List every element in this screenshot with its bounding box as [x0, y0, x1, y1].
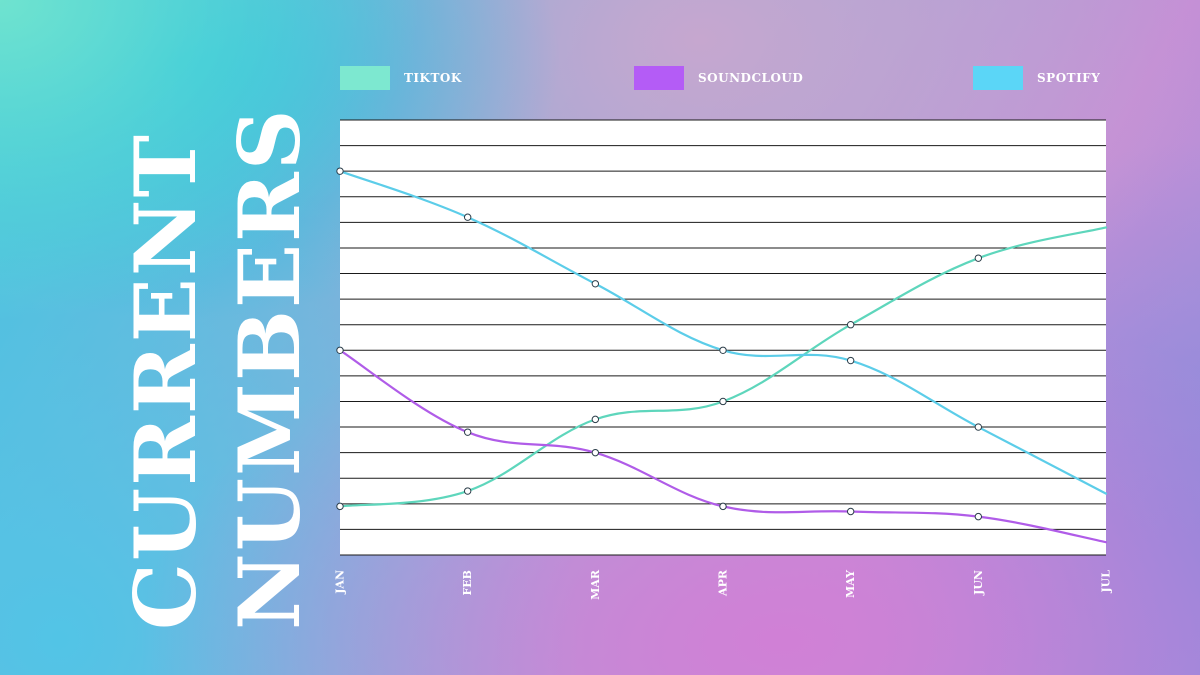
legend-label-spotify: SPOTIFY	[1037, 71, 1101, 85]
data-point-soundcloud	[974, 512, 983, 521]
data-point-spotify	[846, 356, 855, 365]
legend-label-soundcloud: SOUNDCLOUD	[698, 71, 804, 85]
legend-item-soundcloud: SOUNDCLOUD	[634, 66, 803, 90]
data-point-spotify	[974, 423, 983, 431]
data-point-tiktok	[463, 487, 472, 495]
legend-item-spotify: SPOTIFY	[973, 66, 1100, 90]
legend-swatch-spotify	[973, 66, 1023, 90]
data-point-soundcloud	[846, 507, 855, 516]
x-tick-label: MAY	[844, 570, 857, 598]
x-tick-label: APR	[717, 569, 730, 597]
legend-item-tiktok: TIKTOK	[340, 66, 462, 90]
data-point-soundcloud	[336, 346, 344, 354]
x-tick-label: JAN	[334, 570, 347, 595]
data-point-soundcloud	[719, 502, 727, 511]
plot-area	[340, 120, 1106, 555]
data-point-spotify	[719, 346, 727, 354]
legend-swatch-tiktok	[340, 66, 390, 90]
legend-swatch-soundcloud	[634, 66, 684, 90]
data-point-soundcloud	[591, 448, 600, 457]
x-tick-label: MAR	[589, 569, 602, 600]
data-point-tiktok	[591, 415, 600, 424]
legend-label-tiktok: TIKTOK	[404, 71, 462, 85]
data-point-tiktok	[719, 397, 727, 406]
x-tick-label: JUN	[972, 570, 985, 596]
x-tick-label: JUL	[1100, 570, 1113, 594]
data-point-tiktok	[846, 321, 855, 329]
data-point-soundcloud	[463, 428, 472, 436]
data-point-spotify	[463, 213, 472, 221]
data-point-tiktok	[336, 502, 344, 511]
data-point-spotify	[336, 167, 344, 175]
x-tick-label: FEB	[461, 570, 474, 596]
data-point-tiktok	[974, 254, 983, 262]
data-point-spotify	[591, 280, 600, 288]
